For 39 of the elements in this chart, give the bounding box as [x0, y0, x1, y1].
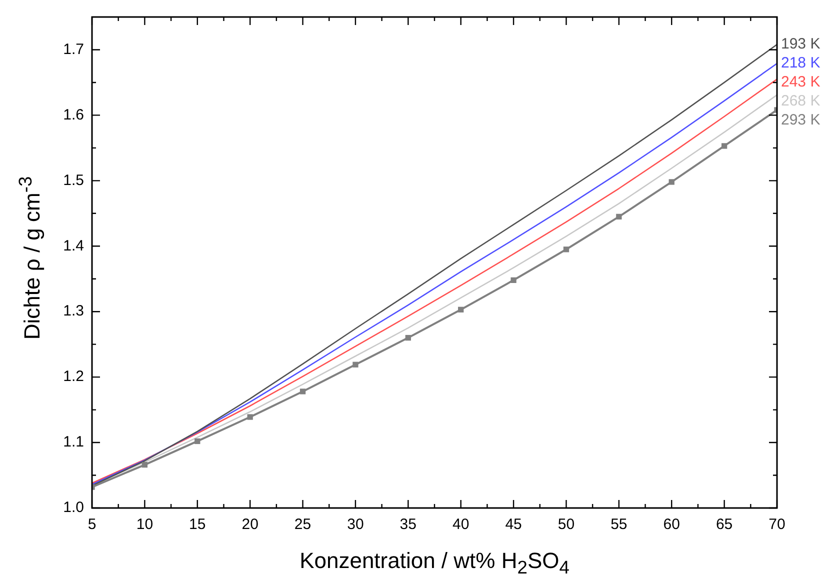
point — [616, 214, 622, 220]
point — [352, 362, 358, 368]
x-tick-label: 5 — [88, 516, 96, 534]
x-tick-label: 50 — [558, 516, 575, 534]
point — [668, 179, 674, 185]
point — [142, 462, 148, 468]
y-tick-label: 1.7 — [63, 40, 84, 58]
point — [194, 438, 200, 444]
x-tick-label: 55 — [610, 516, 628, 534]
x-tick-label: 10 — [136, 516, 154, 534]
y-tick-label: 1.1 — [63, 434, 84, 451]
point — [300, 388, 306, 394]
y-tick-label: 1.3 — [63, 302, 84, 320]
y-tick-label: 1.0 — [63, 499, 84, 516]
series-label: 218 K — [781, 54, 820, 72]
x-axis-title: Konzentration / wt% H$_{2}$SO$_{4}$ — [298, 548, 570, 578]
point — [405, 334, 411, 341]
series-label: 293 K — [781, 112, 820, 129]
y-tick-label: 1.5 — [63, 172, 84, 189]
x-tick-label: 60 — [663, 516, 680, 534]
y-tick-label: 1.2 — [63, 368, 84, 386]
point — [721, 143, 728, 149]
point — [247, 414, 253, 420]
point — [510, 277, 516, 284]
x-tick-label: 40 — [452, 516, 470, 534]
series-label: 243 K — [781, 74, 820, 91]
x-tick-label: 35 — [400, 516, 416, 534]
point — [458, 306, 464, 312]
y-tick-label: 1.6 — [63, 106, 84, 124]
series-label: 193 K — [781, 36, 820, 53]
x-tick-label: 65 — [716, 516, 733, 534]
x-tick-label: 15 — [189, 516, 206, 534]
x-tick-label: 45 — [505, 516, 522, 534]
x-tick-label: 30 — [347, 516, 364, 534]
x-tick-label: 70 — [768, 516, 786, 534]
x-tick-label: 20 — [242, 516, 258, 534]
x-tick-label: 25 — [294, 516, 312, 534]
point — [563, 246, 570, 252]
y-tick-label: 1.4 — [63, 237, 84, 254]
